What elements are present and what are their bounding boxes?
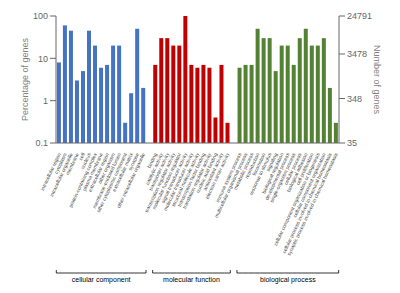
svg-text:cellular component: cellular component xyxy=(72,276,131,284)
svg-text:extracellular region: extracellular region xyxy=(86,151,110,193)
svg-text:other organism: other organism xyxy=(96,151,116,185)
svg-text:plasma membrane: plasma membrane xyxy=(80,151,104,192)
svg-text:single-organism process: single-organism process xyxy=(268,151,297,204)
svg-text:transcription regulator activi: transcription regulator activity xyxy=(143,151,177,214)
svg-text:binding: binding xyxy=(145,151,159,169)
svg-text:antioxidant activity: antioxidant activity xyxy=(201,151,225,192)
svg-text:cell: cell xyxy=(77,151,86,162)
svg-text:membrane-enclosed lumen: membrane-enclosed lumen xyxy=(90,151,122,210)
svg-text:35: 35 xyxy=(347,138,357,148)
svg-text:Number of genes: Number of genes xyxy=(372,45,382,115)
svg-text:0.1: 0.1 xyxy=(35,138,48,148)
svg-text:electron carrier activity: electron carrier activity xyxy=(203,151,231,200)
svg-text:3478: 3478 xyxy=(347,49,367,59)
svg-text:membrane: membrane xyxy=(64,152,80,176)
svg-text:biological regulation: biological regulation xyxy=(260,151,285,195)
svg-text:24791: 24791 xyxy=(347,11,372,21)
svg-text:cellular component organizatio: cellular component organization xyxy=(291,151,327,219)
svg-text:1: 1 xyxy=(43,96,48,106)
svg-text:nucleic acid binding: nucleic acid binding xyxy=(194,151,219,194)
svg-text:cell proliferation: cell proliferation xyxy=(294,151,315,186)
svg-text:other intracellular organelle: other intracellular organelle xyxy=(115,152,146,209)
svg-text:signal transducer activity: signal transducer activity xyxy=(159,151,189,204)
svg-text:biological process: biological process xyxy=(260,276,316,284)
svg-text:cellular process involved in c: cellular process involved in chemical ho… xyxy=(281,151,333,254)
svg-text:multicellular organismal proce: multicellular organismal process xyxy=(213,151,249,218)
svg-text:biological adhesion: biological adhesion xyxy=(285,151,309,193)
svg-text:reproduction: reproduction xyxy=(243,151,261,180)
svg-text:structural molecule activity: structural molecule activity xyxy=(170,151,201,208)
svg-text:molecular function regulator: molecular function regulator xyxy=(150,151,183,211)
svg-text:transporter activity: transporter activity xyxy=(147,151,171,192)
svg-text:synapse: synapse xyxy=(126,151,140,172)
svg-text:signaling: signaling xyxy=(264,151,279,173)
svg-text:synaptic process involved in c: synaptic process involved in chemical ho… xyxy=(286,151,339,256)
svg-text:transcription factor binding: transcription factor binding xyxy=(176,151,207,208)
svg-text:molecular function: molecular function xyxy=(163,276,220,283)
svg-text:immune system process: immune system process xyxy=(214,151,243,204)
svg-text:cytoplasm: cytoplasm xyxy=(52,151,68,175)
svg-text:10: 10 xyxy=(38,54,48,64)
svg-text:nucleus: nucleus xyxy=(79,151,92,170)
svg-text:cellular component organizatio: cellular component organization or bioge… xyxy=(272,151,321,247)
svg-text:348: 348 xyxy=(347,94,362,104)
svg-text:translation regulator activity: translation regulator activity xyxy=(181,151,213,210)
svg-text:intracellular region: intracellular region xyxy=(39,151,62,192)
svg-text:intracellular organelle: intracellular organelle xyxy=(48,151,74,198)
svg-text:protein-containing complex: protein-containing complex xyxy=(67,151,98,209)
svg-text:response to stimulus: response to stimulus xyxy=(247,151,273,196)
svg-text:100: 100 xyxy=(33,11,48,21)
svg-text:locomotion: locomotion xyxy=(250,151,267,177)
svg-text:Percentage of genes: Percentage of genes xyxy=(20,37,30,121)
svg-text:developmental process: developmental process xyxy=(263,151,291,201)
svg-text:metabolic process: metabolic process xyxy=(231,151,255,191)
svg-text:molecular transducer activity: molecular transducer activity xyxy=(162,151,195,212)
svg-text:catalytic activity: catalytic activity xyxy=(144,151,165,186)
svg-text:other cytoplasmic component: other cytoplasmic component xyxy=(95,151,128,213)
svg-text:extracellular matrix: extracellular matrix xyxy=(110,151,134,193)
